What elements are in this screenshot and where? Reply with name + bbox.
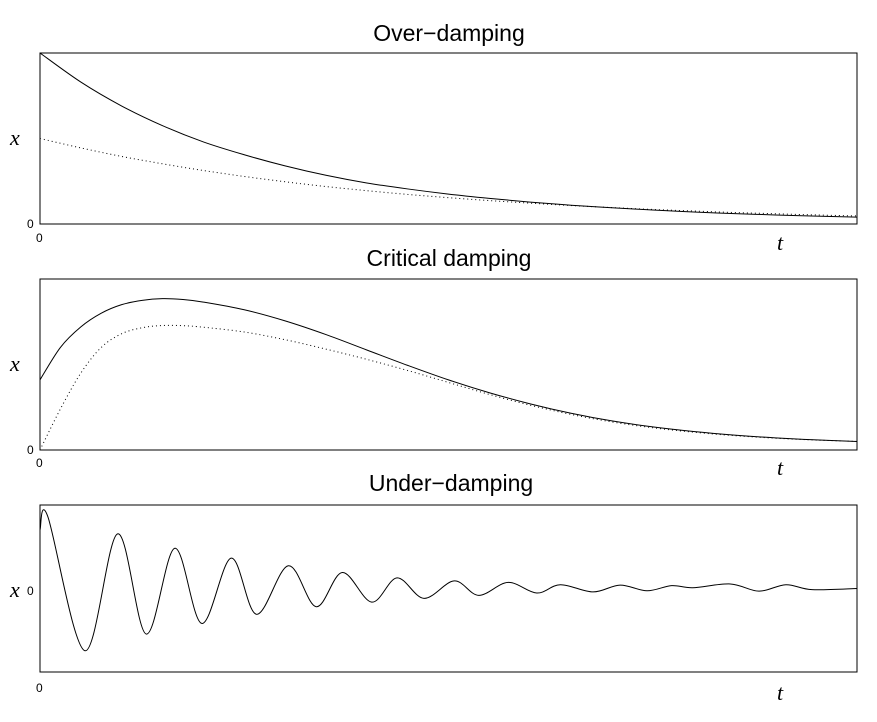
x-axis-label: t <box>777 230 784 255</box>
panel-over-damping: Over−damping x 0 0 t <box>9 20 858 255</box>
series-line-solid <box>39 509 858 652</box>
plot-frame <box>39 504 858 673</box>
y-tick-label: 0 <box>27 584 34 598</box>
y-tick-label: 0 <box>27 443 34 457</box>
chart-title: Over−damping <box>373 20 525 46</box>
y-axis-label: x <box>9 577 20 602</box>
panel-under-damping: Under−damping x 0 0 t <box>9 470 858 705</box>
panel-critical-damping: Critical damping x 0 0 t <box>9 245 858 480</box>
plot-frame <box>39 278 858 451</box>
chart-title: Under−damping <box>369 470 533 496</box>
x-tick-label: 0 <box>36 231 43 245</box>
x-tick-label: 0 <box>36 681 43 695</box>
x-axis-label: t <box>777 680 784 705</box>
y-axis-label: x <box>9 125 20 150</box>
x-axis-label: t <box>777 455 784 480</box>
series-line-dotted <box>39 138 858 217</box>
series-line-dotted <box>39 324 858 451</box>
plot-frame <box>39 52 858 225</box>
y-tick-label: 0 <box>27 217 34 231</box>
x-tick-label: 0 <box>36 456 43 470</box>
chart-title: Critical damping <box>367 245 532 271</box>
series-line-solid <box>39 298 858 442</box>
series-line-solid <box>39 52 858 218</box>
y-axis-label: x <box>9 351 20 376</box>
